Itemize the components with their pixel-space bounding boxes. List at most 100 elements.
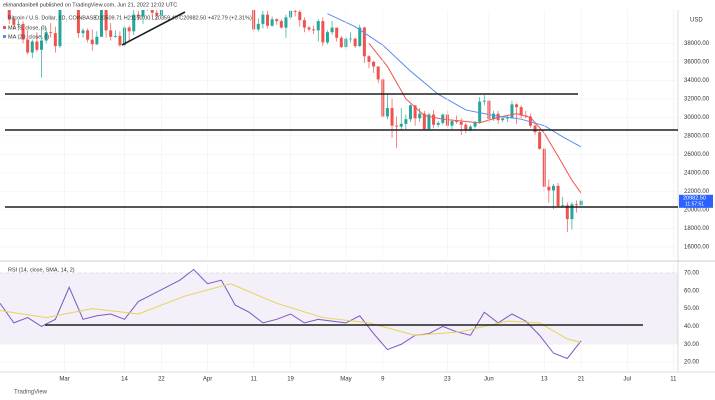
- y-tick-label: 20.00: [684, 360, 700, 366]
- y-tick-label: 36000.00: [684, 59, 710, 65]
- candle-body: [362, 27, 366, 57]
- y-tick-label: 38000.00: [684, 41, 710, 47]
- candle-body: [284, 17, 288, 28]
- candle-body: [118, 35, 122, 46]
- publisher: elimandanibell published on TradingView.…: [3, 2, 177, 8]
- candle-body: [482, 100, 486, 102]
- x-tick-label: 19: [287, 377, 294, 383]
- candle-body: [76, 10, 80, 34]
- candle-body: [113, 35, 117, 37]
- candle-body: [270, 19, 274, 26]
- candle-body: [99, 10, 103, 37]
- candle-body: [293, 10, 297, 12]
- candle-body: [556, 185, 560, 207]
- x-tick-label: 21: [578, 377, 585, 383]
- candle-body: [127, 27, 131, 32]
- candle-body: [266, 14, 270, 26]
- candle-body: [150, 10, 154, 13]
- candle-body: [44, 32, 48, 41]
- x-tick-label: 23: [444, 377, 451, 383]
- candle-body: [7, 10, 11, 20]
- candle-body: [450, 121, 454, 126]
- candle-body: [335, 27, 339, 38]
- x-tick-label: 11: [670, 377, 677, 383]
- series-line: [0, 283, 582, 343]
- series-line: [0, 268, 582, 360]
- candle-body: [399, 123, 403, 127]
- candle-body: [427, 114, 431, 130]
- y-tick-label: 32000.00: [684, 96, 710, 102]
- candle-body: [35, 41, 39, 50]
- candle-body: [575, 204, 579, 206]
- candle-body: [570, 204, 574, 220]
- y-tick-label: 24000.00: [684, 170, 710, 176]
- price-tag-countdown: 11:57:51: [685, 202, 704, 208]
- candle-body: [505, 118, 509, 119]
- x-tick-label: Jul: [623, 377, 631, 383]
- chart-title: Bitcoin / U.S. Dollar, 1D, COINBASE: [8, 15, 97, 21]
- candle-body: [312, 29, 316, 31]
- candle-body: [86, 30, 90, 40]
- y-tick-label: 50.00: [684, 306, 700, 312]
- candle-body: [302, 20, 306, 28]
- candle-body: [321, 21, 325, 43]
- brand: TradingView: [14, 390, 48, 396]
- candle-body: [538, 132, 542, 149]
- x-tick-label: 13: [541, 377, 548, 383]
- candle-body: [325, 32, 329, 43]
- candle-body: [376, 66, 380, 80]
- y-tick-label: 16000.00: [684, 244, 710, 250]
- candle-body: [104, 10, 108, 31]
- y-tick-label: 28000.00: [684, 133, 710, 139]
- candle-body: [408, 105, 412, 120]
- legend-entry: MA (20, close, 0): [8, 34, 49, 40]
- ohlc-summary: O20509.71 H21150.00 L20359.45 C20982.50 …: [95, 15, 252, 21]
- candle-body: [298, 11, 302, 21]
- candle-body: [464, 124, 468, 131]
- y-tick-label: 40.00: [684, 324, 700, 330]
- candle-body: [349, 38, 353, 40]
- candle-body: [528, 116, 532, 126]
- candle-body: [330, 27, 334, 33]
- candle-body: [501, 118, 505, 121]
- candle-body: [316, 21, 320, 31]
- y-tick-label: 34000.00: [684, 78, 710, 84]
- y-tick-label: 20000.00: [684, 207, 710, 213]
- rsi-panel: [0, 264, 678, 372]
- candle-body: [565, 205, 569, 220]
- candle-body: [372, 61, 376, 67]
- candle-body: [551, 185, 555, 191]
- candle-body: [395, 125, 399, 127]
- candle-body: [12, 19, 16, 25]
- x-tick-label: Mar: [59, 377, 69, 383]
- x-tick-label: May: [340, 377, 351, 383]
- candle-body: [261, 14, 265, 24]
- candle-body: [432, 114, 436, 125]
- y-tick-label: 22000.00: [684, 189, 710, 195]
- x-tick-label: 22: [158, 377, 165, 383]
- candle-body: [21, 23, 25, 40]
- candle-body: [339, 37, 343, 48]
- candle-body: [468, 126, 472, 131]
- y-tick-label: 30000.00: [684, 115, 710, 121]
- x-tick-label: Jun: [484, 377, 494, 383]
- candle-body: [132, 14, 136, 32]
- candle-body: [58, 10, 62, 47]
- candle-body: [385, 108, 389, 117]
- x-tick-label: 9: [381, 377, 385, 383]
- legend-swatch: [3, 26, 6, 29]
- price-tag-value: 20982.50: [683, 196, 706, 202]
- candle-body: [561, 205, 565, 207]
- candle-body: [510, 104, 514, 119]
- candle-body: [90, 39, 94, 45]
- candle-body: [109, 30, 113, 37]
- drawings: [5, 11, 678, 326]
- candle-body: [404, 119, 408, 124]
- legend-entry: MA (9, close, 0): [8, 25, 46, 31]
- price-panel: [0, 10, 678, 258]
- y-tick-label: 30.00: [684, 342, 700, 348]
- candle-body: [473, 121, 477, 127]
- candle-body: [279, 21, 283, 28]
- candle-body: [40, 40, 44, 50]
- trend-line: [121, 11, 186, 46]
